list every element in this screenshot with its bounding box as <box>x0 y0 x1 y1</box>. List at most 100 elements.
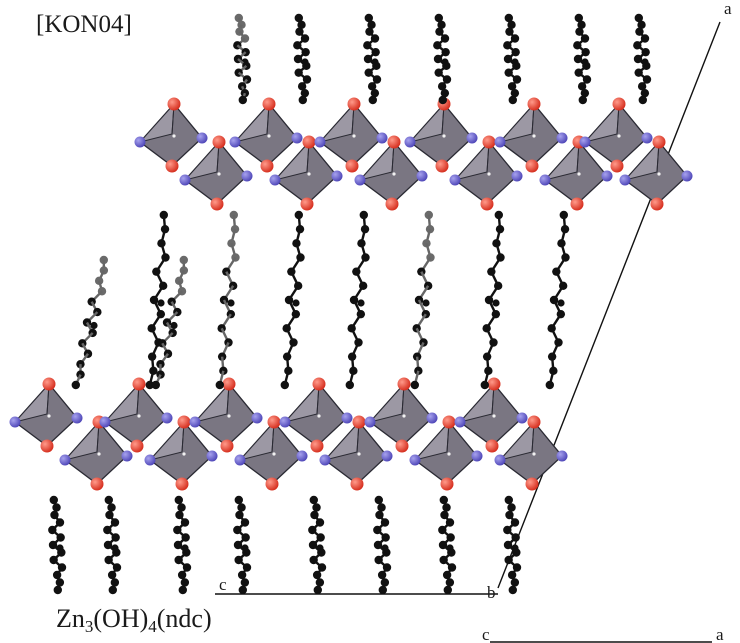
carbon-atom <box>480 380 489 390</box>
oxygen-atom <box>440 477 454 491</box>
hydroxide-atom <box>134 136 146 148</box>
hydroxide-atom <box>354 174 366 186</box>
zn-center <box>227 414 231 418</box>
oxygen-atom <box>527 415 541 429</box>
oxygen-atom <box>482 135 496 149</box>
oxygen-atom <box>167 97 181 111</box>
hydroxide-atom <box>241 170 253 182</box>
carbon-atom <box>94 276 104 286</box>
hydroxide-atom <box>319 454 331 466</box>
hydroxide-atom <box>99 416 111 428</box>
ndc-linker <box>233 495 252 595</box>
carbon-atom <box>438 95 447 105</box>
hydroxide-atom <box>466 132 478 144</box>
oxygen-atom <box>480 197 494 211</box>
carbon-atom <box>156 359 165 369</box>
zn-center <box>442 134 446 138</box>
ndc-linker <box>480 210 505 390</box>
zn-center <box>307 172 311 176</box>
carbon-atom <box>99 266 109 275</box>
hydroxide-atom <box>494 454 506 466</box>
zn-center <box>182 452 186 456</box>
hydroxide-atom <box>296 450 308 462</box>
carbon-atom <box>412 352 422 361</box>
carbon-atom <box>547 324 556 333</box>
zn-center <box>267 134 271 138</box>
oxygen-atom <box>435 159 449 173</box>
zn-center <box>402 414 406 418</box>
oxygen-atom <box>345 159 359 173</box>
ndc-linker <box>151 255 189 390</box>
carbon-atom <box>508 585 517 595</box>
axis-label-c-legend: c <box>482 625 490 643</box>
carbon-atom <box>149 366 158 376</box>
carbon-atom <box>222 267 231 276</box>
oxygen-atom <box>262 97 276 111</box>
oxygen-atom <box>300 197 314 211</box>
hydroxide-atom <box>579 136 591 148</box>
oxygen-atom <box>570 197 584 211</box>
zn-center <box>532 134 536 138</box>
ndc-linker <box>410 210 435 390</box>
ndc-linker <box>633 13 652 105</box>
oxygen-atom <box>527 97 541 111</box>
carbon-atom <box>313 585 322 595</box>
carbon-atom <box>107 503 116 512</box>
carbon-atom <box>417 267 426 276</box>
zn-center <box>532 452 536 456</box>
hydroxide-atom <box>416 170 428 182</box>
hydroxide-atom <box>9 416 21 428</box>
ndc-linker <box>308 495 327 595</box>
ndc-linker <box>433 13 452 105</box>
oxygen-atom <box>612 97 626 111</box>
ndc-linker-molecules <box>48 13 652 595</box>
carbon-atom <box>508 95 517 105</box>
zn-center <box>137 414 141 418</box>
hydroxide-atom <box>619 174 631 186</box>
ndc-linker <box>103 495 122 595</box>
ndc-linker <box>545 210 570 390</box>
ndc-linker <box>373 495 392 595</box>
hydroxide-atom <box>556 450 568 462</box>
hydroxide-atom <box>641 132 653 144</box>
ndc-linker <box>145 210 170 390</box>
carbon-atom <box>545 380 554 390</box>
ndc-linker <box>233 13 252 105</box>
zn-center <box>317 414 321 418</box>
oxygen-atom <box>42 377 56 391</box>
hydroxide-atom <box>516 412 528 424</box>
hydroxide-atom <box>341 412 353 424</box>
oxygen-atom <box>177 415 191 429</box>
hydroxide-atom <box>364 416 376 428</box>
oxygen-atom <box>220 439 234 453</box>
hydroxide-atom <box>381 450 393 462</box>
carbon-atom <box>414 366 423 376</box>
oxygen-atom <box>130 439 144 453</box>
hydroxide-atom <box>291 132 303 144</box>
hydroxide-atom <box>269 174 281 186</box>
carbon-atom <box>298 95 307 105</box>
carbon-atom <box>578 95 587 105</box>
zinc-polyhedra-chain <box>134 97 693 211</box>
oxygen-atom <box>397 377 411 391</box>
carbon-atom <box>156 370 165 379</box>
carbon-atom <box>368 95 377 105</box>
ndc-linker <box>280 210 305 390</box>
oxygen-atom <box>525 477 539 491</box>
hydroxide-atom <box>471 450 483 462</box>
ndc-linker <box>503 13 522 105</box>
ndc-linker <box>573 13 592 105</box>
hydroxide-atom <box>314 136 326 148</box>
carbon-atom <box>410 380 419 390</box>
carbon-atom <box>284 366 293 376</box>
ndc-linker <box>363 13 382 105</box>
oxygen-atom <box>222 377 236 391</box>
carbon-atom <box>152 267 161 276</box>
carbon-atom <box>217 324 226 333</box>
zn-center <box>657 172 661 176</box>
carbon-atom <box>352 267 361 276</box>
carbon-atom <box>347 324 356 333</box>
axis-label-a-legend: a <box>716 625 724 643</box>
carbon-atom <box>482 352 492 361</box>
ndc-linker <box>173 495 192 595</box>
